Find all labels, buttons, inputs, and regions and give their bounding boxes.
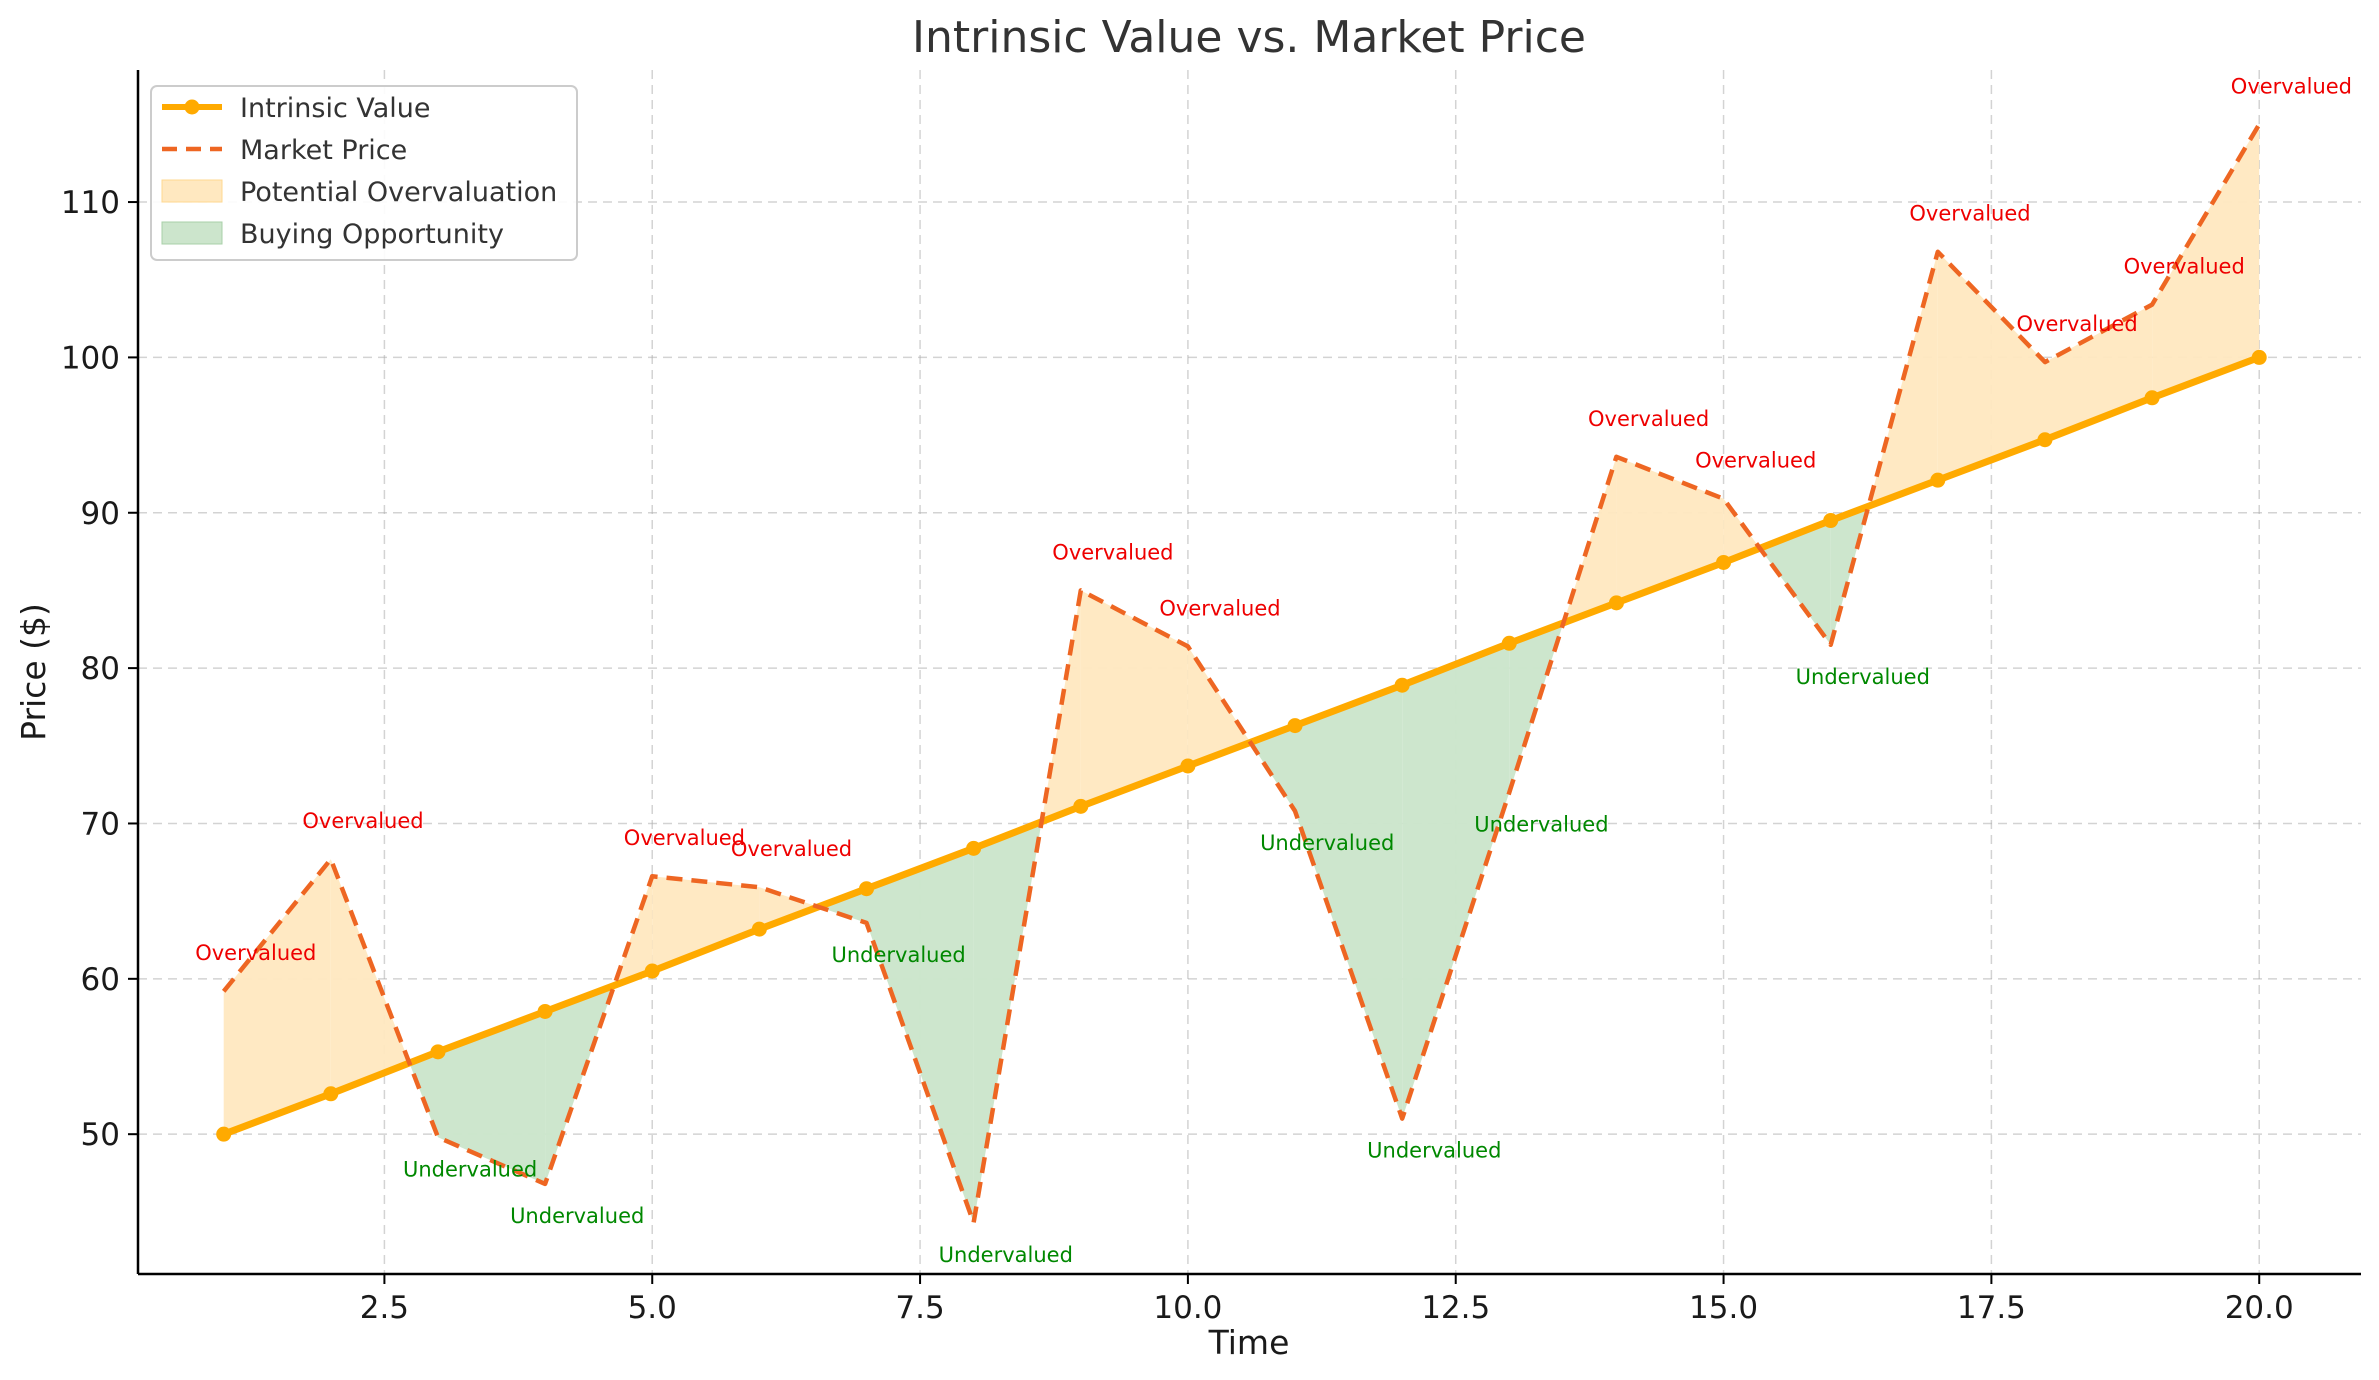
intrinsic-value-marker [1287, 718, 1303, 734]
undervalued-annotation: Undervalued [510, 1204, 644, 1228]
undervalued-annotation: Undervalued [831, 943, 965, 967]
overvaluation-area [1616, 456, 1724, 603]
overvaluation-area [652, 876, 760, 972]
y-tick-label: 70 [81, 806, 120, 842]
y-tick-label: 80 [81, 651, 120, 687]
undervalued-annotation: Undervalued [1474, 813, 1608, 837]
chart-title: Intrinsic Value vs. Market Price [912, 12, 1586, 63]
fill-areas [223, 124, 2260, 1223]
intrinsic-value-marker [1716, 554, 1732, 570]
y-axis-title: Price ($) [14, 603, 53, 741]
overvaluation-area [759, 887, 819, 930]
intrinsic-value-line [220, 353, 2263, 1138]
x-tick-label: 10.0 [1153, 1290, 1222, 1326]
legend-intrinsic-marker [184, 99, 200, 115]
x-tick-label: 17.5 [1957, 1290, 2026, 1326]
overvalued-annotation: Overvalued [1695, 449, 1816, 473]
intrinsic-value-marker [1501, 635, 1517, 651]
buying-opportunity-area [1402, 643, 1510, 1119]
legend-overvaluation-label: Potential Overvaluation [240, 177, 557, 208]
overvalued-annotation: Overvalued [1159, 596, 1280, 620]
undervalued-annotation: Undervalued [403, 1157, 537, 1181]
overvaluation-area [330, 859, 410, 1094]
overvaluation-area [1187, 646, 1251, 766]
y-tick-label: 110 [61, 185, 120, 221]
x-tick-label: 5.0 [628, 1290, 677, 1326]
intrinsic-value-marker [430, 1044, 446, 1060]
overvalued-annotation: Overvalued [2124, 255, 2245, 279]
undervalued-annotation: Undervalued [939, 1243, 1073, 1267]
x-tick-label: 2.5 [360, 1290, 409, 1326]
buying-opportunity-area [409, 1051, 438, 1138]
overvaluation-area [223, 859, 331, 1135]
intrinsic-value-marker [216, 1126, 232, 1142]
buying-opportunity-area [818, 888, 867, 923]
intrinsic-value-marker [2251, 349, 2267, 365]
legend-buying-swatch [161, 221, 223, 245]
legend-market-label: Market Price [240, 135, 407, 166]
series-markers [216, 349, 2267, 1142]
intrinsic-value-marker [751, 921, 767, 937]
intrinsic-value-marker [644, 963, 660, 979]
overvalued-annotation: Overvalued [195, 941, 316, 965]
buying-opportunity-area [1250, 725, 1295, 811]
intrinsic-value-marker [859, 881, 875, 897]
buying-opportunity-area [438, 1011, 546, 1184]
legend: Intrinsic Value Market Price Potential O… [150, 85, 578, 261]
overvalued-annotation: Overvalued [1588, 407, 1709, 431]
intrinsic-value-marker [1180, 758, 1196, 774]
overvaluation-area [1080, 590, 1188, 807]
overvalued-annotation: Overvalued [2231, 74, 2352, 98]
overvalued-annotation: Overvalued [1909, 202, 2030, 226]
y-tick-label: 60 [81, 962, 120, 998]
undervalued-annotation: Undervalued [1796, 665, 1930, 689]
intrinsic-value-marker [2037, 432, 2053, 448]
x-tick-label: 12.5 [1421, 1290, 1490, 1326]
x-tick-label: 15.0 [1689, 1290, 1758, 1326]
undervalued-annotation: Undervalued [1367, 1139, 1501, 1163]
x-axis-title: Time [1208, 1323, 1290, 1362]
overvalued-annotation: Overvalued [1052, 540, 1173, 564]
intrinsic-value-marker [1930, 472, 1946, 488]
x-tick-label: 7.5 [895, 1290, 944, 1326]
axes: 2.5 5.0 7.5 10.0 12.5 15.0 17.5 20.0 50 60 70 80 90 1… [61, 70, 2361, 1326]
intrinsic-value-marker [537, 1003, 553, 1019]
intrinsic-value-marker [1394, 677, 1410, 693]
series-lines [220, 123, 2263, 1225]
buying-opportunity-area [1759, 520, 1831, 645]
intrinsic-value-marker [1608, 595, 1624, 611]
overvaluation-area [2152, 124, 2260, 398]
buying-opportunity-area [866, 848, 974, 1223]
x-tick-label: 20.0 [2225, 1290, 2294, 1326]
intrinsic-value-marker [1823, 513, 1839, 529]
y-tick-label: 90 [81, 496, 120, 532]
overvalued-annotation: Overvalued [624, 826, 745, 850]
intrinsic-value-marker [2144, 390, 2160, 406]
legend-intrinsic-label: Intrinsic Value [240, 93, 431, 124]
undervalued-annotation: Undervalued [1260, 831, 1394, 855]
market-price-line [221, 123, 2262, 1225]
overvalued-annotation: Overvalued [731, 837, 852, 861]
intrinsic-value-marker [966, 840, 982, 856]
intrinsic-value-marker [1073, 798, 1089, 814]
overvalued-annotation: Overvalued [302, 809, 423, 833]
overvaluation-area [1937, 251, 2045, 481]
y-tick-label: 100 [61, 340, 120, 376]
annotations: OvervaluedOvervaluedUndervaluedUndervalu… [195, 74, 2352, 1267]
y-tick-label: 50 [81, 1117, 120, 1153]
intrinsic-value-marker [323, 1086, 339, 1102]
legend-buying-label: Buying Opportunity [240, 219, 504, 250]
buying-opportunity-area [545, 985, 615, 1184]
legend-frame [150, 85, 578, 261]
legend-overvaluation-swatch [161, 179, 223, 203]
overvalued-annotation: Overvalued [2016, 312, 2137, 336]
buying-opportunity-area [1295, 685, 1403, 1119]
